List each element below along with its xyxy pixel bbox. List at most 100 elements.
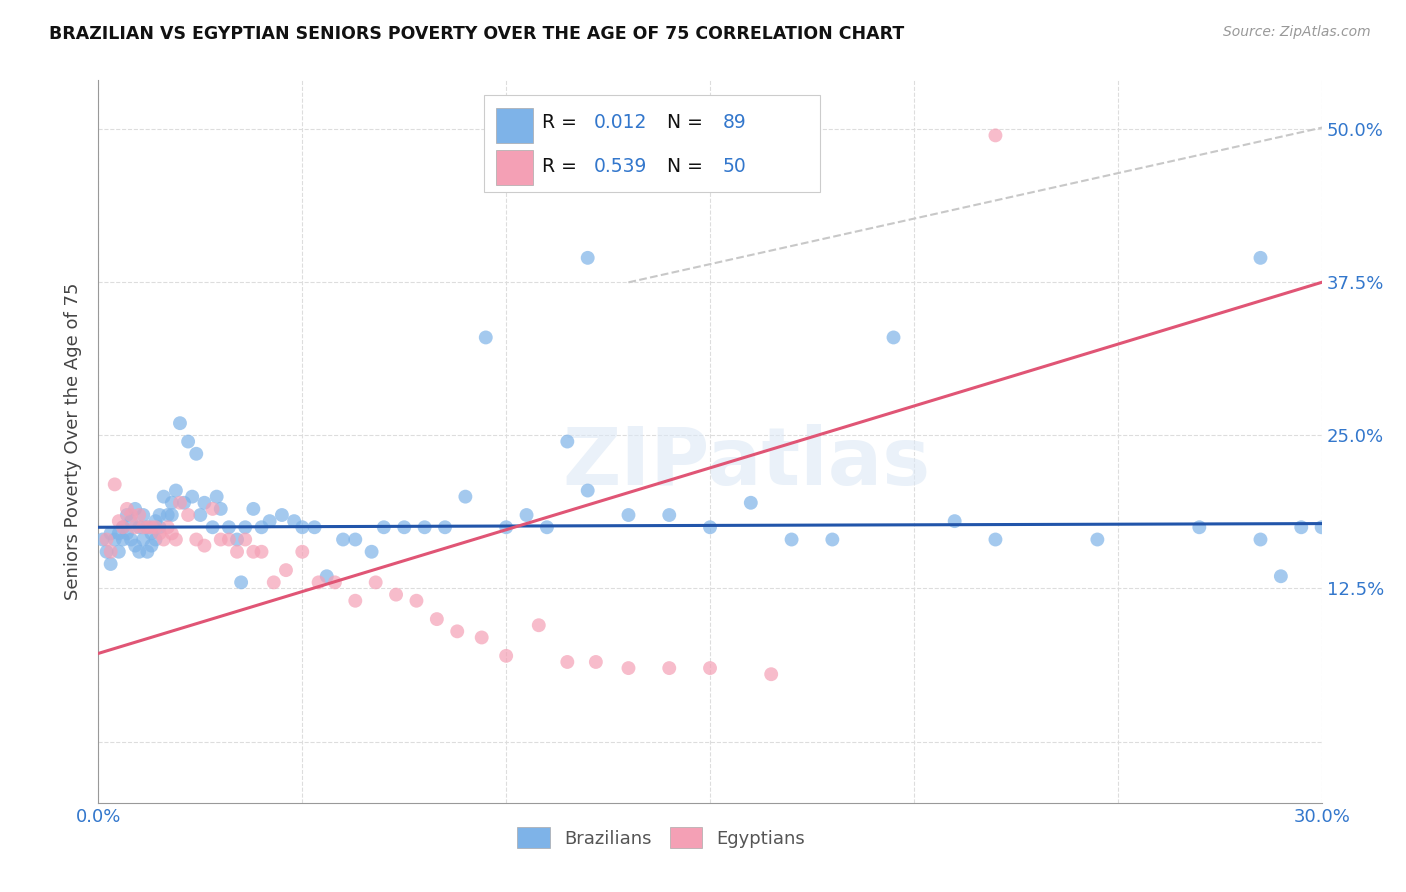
Point [181,490,204,504]
Text: 0.539: 0.539 [593,158,647,177]
Point [100,526,122,541]
Point [165,483,187,498]
Point [304,520,326,534]
Point [617,508,640,522]
Point [149,526,172,541]
Point [136,520,159,534]
Point [536,520,558,534]
Point [250,520,273,534]
Point [201,502,224,516]
Point [392,520,416,534]
Point [145,520,167,534]
Point [984,128,1007,143]
Point [128,520,150,534]
Point [156,520,179,534]
Point [585,655,607,669]
Point [226,533,249,547]
Text: Source: ZipAtlas.com: Source: ZipAtlas.com [1223,25,1371,39]
Point [152,533,174,547]
Point [308,575,330,590]
Point [413,520,436,534]
Point [128,545,150,559]
FancyBboxPatch shape [496,151,533,185]
Text: N =: N = [655,112,709,132]
Point [141,526,163,541]
Point [658,508,681,522]
Point [141,539,163,553]
Point [516,508,538,522]
Point [270,508,294,522]
Point [156,508,179,522]
Legend: Brazilians, Egyptians: Brazilians, Egyptians [510,820,813,855]
Point [115,508,138,522]
Point [226,545,249,559]
Point [124,502,146,516]
Point [263,575,285,590]
Point [385,588,408,602]
Point [124,539,146,553]
Point [218,533,240,547]
Point [188,508,212,522]
Point [274,563,297,577]
Point [173,496,195,510]
Point [434,520,457,534]
Point [555,655,579,669]
Point [160,496,183,510]
Point [1331,520,1354,534]
Point [283,514,305,528]
Point [1351,520,1374,534]
Text: ZIPatlas: ZIPatlas [562,425,931,502]
Point [617,661,640,675]
Point [943,514,966,528]
Point [426,612,449,626]
Point [373,520,395,534]
Text: R =: R = [543,112,583,132]
Point [120,533,142,547]
Point [91,533,114,547]
Point [364,575,387,590]
Point [111,533,134,547]
Point [132,508,155,522]
Point [169,416,191,430]
Point [471,631,494,645]
Point [108,526,131,541]
Point [446,624,468,639]
Point [1310,520,1333,534]
Text: BRAZILIAN VS EGYPTIAN SENIORS POVERTY OVER THE AGE OF 75 CORRELATION CHART: BRAZILIAN VS EGYPTIAN SENIORS POVERTY OV… [49,25,904,43]
Point [576,251,599,265]
Point [124,520,146,534]
Point [658,661,681,675]
Point [201,520,224,534]
Point [821,533,844,547]
Point [132,533,155,547]
Text: N =: N = [655,158,709,177]
Point [209,533,232,547]
Point [1249,533,1271,547]
Point [132,520,155,534]
Point [699,661,721,675]
Y-axis label: Seniors Poverty Over the Age of 75: Seniors Poverty Over the Age of 75 [63,283,82,600]
Point [780,533,803,547]
FancyBboxPatch shape [484,95,820,193]
Point [405,593,427,607]
Point [344,593,367,607]
Point [761,667,783,681]
Text: 0.012: 0.012 [593,112,647,132]
Point [231,575,253,590]
Point [145,514,167,528]
Text: 50: 50 [723,158,747,177]
Text: R =: R = [543,158,583,177]
Point [205,490,228,504]
Point [527,618,550,632]
Point [1188,520,1211,534]
Point [100,545,122,559]
Point [120,508,142,522]
Point [233,520,256,534]
Point [104,533,127,547]
Point [454,490,477,504]
Point [186,447,208,461]
Point [495,520,517,534]
FancyBboxPatch shape [496,109,533,143]
Point [136,520,159,534]
Point [495,648,517,663]
